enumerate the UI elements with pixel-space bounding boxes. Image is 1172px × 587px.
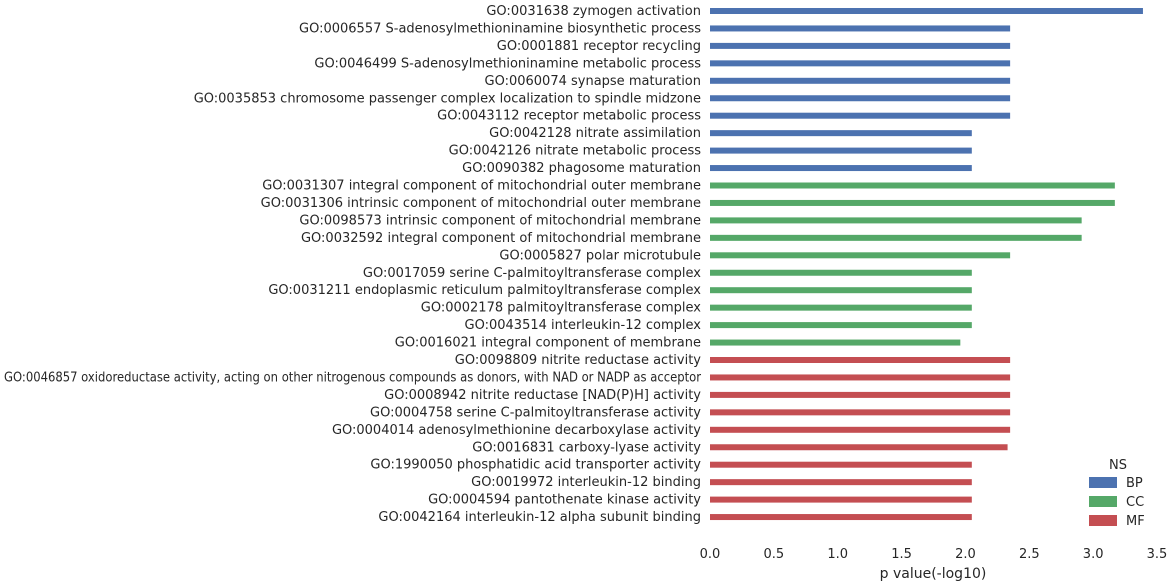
x-axis-label: p value(-log10) <box>880 566 987 582</box>
bar-bp <box>710 25 1011 32</box>
bar-bp <box>710 147 972 154</box>
category-label: GO:0090382 phagosome maturation <box>462 161 701 176</box>
category-labels-group: GO:0031638 zymogen activation GO:0006557 … <box>4 4 702 525</box>
legend-label-bp: BP <box>1126 476 1143 491</box>
bar-mf <box>710 426 1011 433</box>
category-label: GO:0060074 synapse maturation <box>485 74 702 89</box>
x-tick-label: 0.0 <box>700 547 721 562</box>
bar-bp <box>710 60 1011 67</box>
category-label: GO:0031306 intrinsic component of mitoch… <box>261 196 701 211</box>
bar-cc <box>710 304 972 311</box>
category-label: GO:0006557 S-adenosylmethioninamine bios… <box>299 21 701 36</box>
bar-cc <box>710 339 961 346</box>
category-label: GO:0004758 serine C-palmitoyltransferase… <box>370 405 701 420</box>
bar-bp <box>710 8 1143 14</box>
bar-cc <box>710 234 1082 241</box>
legend-label-cc: CC <box>1126 495 1144 510</box>
category-label: GO:0046499 S-adenosylmethioninamine meta… <box>314 56 701 71</box>
category-label: GO:0008942 nitrite reductase [NAD(P)H] a… <box>384 388 701 403</box>
bar-mf <box>710 409 1011 416</box>
bar-cc <box>710 182 1115 189</box>
bar-cc <box>710 217 1082 224</box>
bar-mf <box>710 357 1011 363</box>
category-label: GO:0035853 chromosome passenger complex … <box>194 91 701 106</box>
legend-swatch-cc <box>1089 496 1117 507</box>
category-label: GO:0016831 carboxy-lyase activity <box>472 440 701 455</box>
bar-bp <box>710 42 1011 49</box>
bar-mf <box>710 461 972 468</box>
category-label: GO:0016021 integral component of membran… <box>395 336 701 351</box>
bar-mf <box>710 514 972 521</box>
category-label: GO:0031211 endoplasmic reticulum palmito… <box>268 283 701 298</box>
category-label: GO:0042126 nitrate metabolic process <box>449 144 702 159</box>
bar-mf <box>710 391 1011 398</box>
x-tick-label: 3.5 <box>1147 547 1168 562</box>
bar-bp <box>710 77 1011 84</box>
x-tick-label: 2.5 <box>1019 547 1040 562</box>
category-label: GO:0004594 pantothenate kinase activity <box>428 493 701 508</box>
bar-cc <box>710 199 1115 206</box>
legend: NS BP CC MF <box>1089 458 1145 529</box>
bar-bp <box>710 95 1011 102</box>
category-label: GO:0019972 interleukin-12 binding <box>471 475 701 490</box>
category-label: GO:0043112 receptor metabolic process <box>437 109 701 124</box>
category-label: GO:0043514 interleukin-12 complex <box>465 318 702 333</box>
x-tick-labels-group: 0.0 0.5 1.0 1.5 2.0 2.5 3.0 3.5 <box>700 547 1168 562</box>
bar-mf <box>710 479 972 486</box>
bar-bp <box>710 165 972 172</box>
category-label: GO:0042164 interleukin-12 alpha subunit … <box>378 510 701 525</box>
x-tick-label: 1.0 <box>827 547 848 562</box>
legend-swatch-mf <box>1089 515 1117 526</box>
legend-label-mf: MF <box>1126 514 1145 529</box>
bar-mf <box>710 444 1008 451</box>
bars-group <box>710 8 1143 521</box>
bar-cc <box>710 322 972 329</box>
bar-mf <box>710 496 972 503</box>
category-label: GO:1990050 phosphatidic acid transporter… <box>370 458 701 473</box>
bar-cc <box>710 269 972 276</box>
bar-cc <box>710 287 972 294</box>
category-label: GO:0004014 adenosylmethionine decarboxyl… <box>332 423 701 438</box>
bar-bp <box>710 130 972 137</box>
x-tick-label: 3.0 <box>1083 547 1104 562</box>
category-label: GO:0017059 serine C-palmitoyltransferase… <box>363 266 701 281</box>
legend-swatch-bp <box>1089 477 1117 488</box>
bar-cc <box>710 252 1011 259</box>
bar-bp <box>710 112 1011 119</box>
legend-title: NS <box>1109 458 1127 473</box>
category-label: GO:0042128 nitrate assimilation <box>489 126 701 141</box>
category-label: GO:0031307 integral component of mitocho… <box>262 179 701 194</box>
category-label: GO:0046857 oxidoreductase activity, acti… <box>4 370 702 385</box>
x-tick-label: 1.5 <box>891 547 912 562</box>
category-label: GO:0032592 integral component of mitocho… <box>301 231 701 246</box>
category-label: GO:0005827 polar microtubule <box>499 248 701 263</box>
category-label: GO:0001881 receptor recycling <box>497 39 701 54</box>
x-tick-label: 2.0 <box>955 547 976 562</box>
category-label: GO:0098573 intrinsic component of mitoch… <box>299 213 701 228</box>
category-label: GO:0031638 zymogen activation <box>486 4 701 19</box>
bar-mf <box>710 374 1011 381</box>
category-label: GO:0002178 palmitoyltransferase complex <box>421 301 702 316</box>
x-tick-label: 0.5 <box>764 547 785 562</box>
category-label: GO:0098809 nitrite reductase activity <box>455 353 702 368</box>
